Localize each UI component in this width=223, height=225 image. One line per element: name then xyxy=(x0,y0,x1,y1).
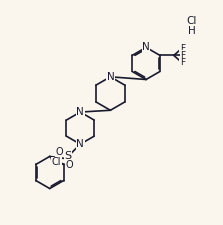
Text: F: F xyxy=(180,44,185,53)
Text: F: F xyxy=(180,58,185,67)
Text: N: N xyxy=(107,72,114,82)
Text: N: N xyxy=(142,42,150,52)
Text: O: O xyxy=(56,146,63,157)
Text: Cl: Cl xyxy=(187,16,197,26)
Text: H: H xyxy=(188,26,196,36)
Text: Cl: Cl xyxy=(52,157,61,167)
Text: N: N xyxy=(76,107,84,117)
Text: N: N xyxy=(76,139,84,149)
Text: O: O xyxy=(65,160,73,170)
Text: S: S xyxy=(64,151,72,161)
Text: F: F xyxy=(181,51,186,60)
